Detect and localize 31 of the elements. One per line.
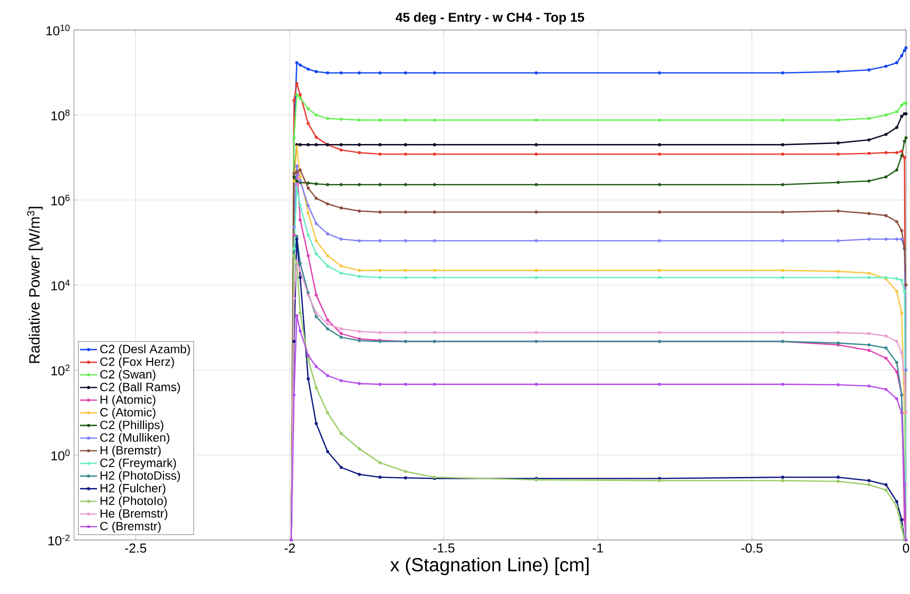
- x-axis-title: x (Stagnation Line) [cm]: [390, 558, 589, 576]
- legend-label: C2 (Freymark): [100, 458, 176, 470]
- legend-label: H (Atomic): [100, 395, 156, 406]
- x-tick-label: -2: [284, 544, 295, 553]
- x-tick-label: -1.5: [433, 544, 454, 553]
- legend-label: H2 (PhotoIo): [100, 496, 167, 508]
- legend-label: C2 (Phillips): [100, 420, 164, 432]
- x-tick-label: -1: [592, 544, 603, 552]
- legend-label: C (Atomic): [100, 408, 156, 419]
- y-tick-label: 10$^{10}$: [46, 24, 70, 36]
- legend-label: C2 (Mulliken): [100, 433, 170, 444]
- legend-label: C (Bremstr): [100, 522, 161, 533]
- x-tick-label: -2.5: [125, 544, 146, 553]
- legend-label: H2 (PhotoDiss): [100, 470, 180, 482]
- y-tick-label: 10$^{4}$: [52, 280, 70, 290]
- legend-label: C2 (Ball Rams): [100, 382, 180, 394]
- y-tick-label: 10$^{2}$: [52, 364, 70, 376]
- legend-label: H (Bremstr): [100, 446, 161, 457]
- x-tick-label: -0.5: [741, 544, 763, 553]
- y-tick-label: 10$^{6}$: [52, 194, 70, 206]
- y-tick-label: 10$^{-2}$: [48, 534, 70, 546]
- legend-label: C2 (Desl Azamb): [100, 344, 190, 356]
- x-tick-label: 0: [902, 544, 910, 553]
- legend-label: C2 (Swan): [100, 370, 156, 381]
- legend-label: He (Bremstr): [100, 508, 168, 520]
- legend-label: C2 (Fox Herz): [100, 357, 174, 368]
- y-tick-label: 10$^{0}$: [52, 450, 70, 460]
- y-axis-title: Radiative Power [W/m$^{3}$]: [27, 206, 43, 363]
- y-tick-label: 10$^{8}$: [52, 110, 70, 120]
- legend-label: H2 (Fulcher): [100, 484, 166, 495]
- chart-title: 45 deg - Entry - w CH4 - Top 15: [396, 12, 584, 24]
